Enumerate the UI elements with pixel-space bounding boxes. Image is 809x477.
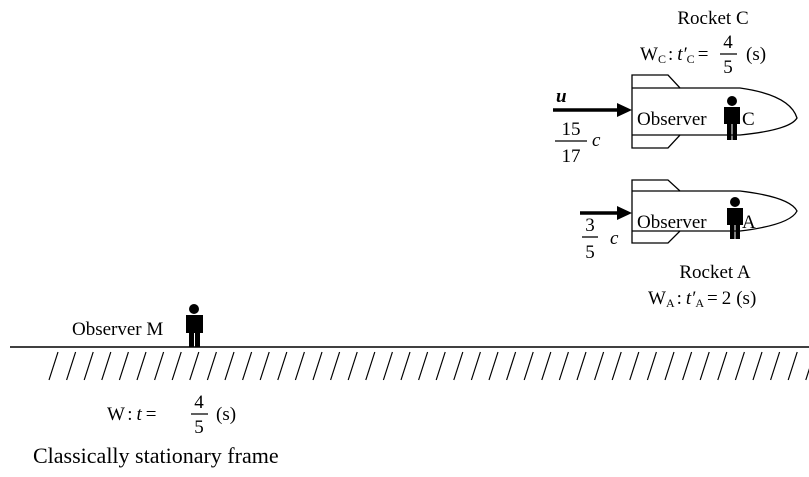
hatch-line — [682, 351, 693, 381]
hatch-line — [136, 351, 147, 381]
hatch-line — [734, 351, 745, 381]
caption: Classically stationary frame — [33, 443, 279, 468]
hatch-line — [629, 351, 640, 381]
hatch-line — [506, 351, 517, 381]
eq-part: W — [640, 44, 658, 65]
eq-part: W — [648, 288, 666, 309]
hatch-line — [418, 351, 429, 381]
fraction-den: 5 — [585, 242, 595, 263]
observer-label: Observer — [637, 109, 707, 130]
eq-part: t′ — [677, 44, 687, 65]
eq-part: = — [698, 44, 709, 65]
fraction-num: 15 — [562, 119, 581, 140]
frame-equation: WA: t′A = 2 (s) — [648, 288, 756, 310]
hatch-line — [206, 351, 217, 381]
fraction-num: 4 — [194, 392, 204, 413]
hatch-line — [118, 351, 129, 381]
arrow-head — [617, 206, 632, 220]
hatch-line — [154, 351, 165, 381]
eq-part: = — [146, 404, 157, 425]
hatch-line — [611, 351, 622, 381]
hatch-line — [83, 351, 94, 381]
eq-part: = — [707, 288, 718, 309]
hatch-line — [541, 351, 552, 381]
hatch-line — [189, 351, 200, 381]
observer-id: A — [742, 212, 756, 233]
hatch-line — [594, 351, 605, 381]
speed-c: c — [592, 130, 601, 151]
unit: (s) — [746, 44, 766, 65]
velocity-symbol: u — [556, 86, 567, 107]
hatch-line — [664, 351, 675, 381]
hatch-line — [294, 351, 305, 381]
ground-hatching — [48, 351, 809, 381]
unit: (s) — [216, 404, 236, 425]
person-icon — [727, 197, 743, 239]
rocket-body — [631, 74, 798, 149]
hatch-line — [805, 368, 809, 381]
eq-part: A — [695, 296, 704, 310]
hatch-line — [752, 351, 763, 381]
hatch-line — [787, 351, 798, 381]
fraction-num: 3 — [585, 215, 595, 236]
hatch-line — [330, 351, 341, 381]
hatch-line — [259, 351, 270, 381]
hatch-line — [400, 351, 411, 381]
person-icon — [724, 96, 740, 140]
hatch-line — [699, 351, 710, 381]
hatch-line — [576, 351, 587, 381]
eq-part: : — [668, 44, 673, 65]
eq-part: C — [658, 52, 666, 66]
hatch-line — [646, 351, 657, 381]
hatch-line — [770, 351, 781, 381]
hatch-line — [488, 351, 499, 381]
hatch-line — [347, 351, 358, 381]
eq-part: A — [666, 296, 675, 310]
hatch-line — [312, 351, 323, 381]
hatch-line — [242, 351, 253, 381]
person-icon — [186, 304, 203, 347]
hatch-line — [48, 351, 59, 381]
eq-part: : — [677, 288, 682, 309]
fraction-num: 4 — [723, 32, 733, 53]
rocket-body — [631, 179, 798, 244]
eq-part: t — [137, 404, 143, 425]
hatch-line — [453, 351, 464, 381]
observer-label: Observer — [637, 212, 707, 233]
hatch-line — [101, 351, 112, 381]
frame-equation: W: t = — [107, 404, 157, 425]
eq-part: (s) — [736, 288, 756, 309]
eq-part: : — [127, 404, 132, 425]
fraction-den: 5 — [723, 57, 733, 78]
hatch-line — [66, 351, 77, 381]
eq-part: C — [687, 52, 695, 66]
hatch-line — [523, 351, 534, 381]
hatch-line — [171, 351, 182, 381]
rocket-title: Rocket C — [677, 8, 748, 29]
hatch-line — [470, 351, 481, 381]
fraction-den: 17 — [562, 146, 581, 167]
frame-equation: WC: t′C = — [640, 44, 708, 66]
rocket-title: Rocket A — [679, 262, 751, 283]
hatch-line — [717, 351, 728, 381]
eq-part: t′ — [686, 288, 696, 309]
speed-c: c — [610, 228, 619, 249]
eq-part: 2 — [722, 288, 732, 309]
hatch-line — [435, 351, 446, 381]
arrow-head — [617, 103, 632, 117]
hatch-line — [558, 351, 569, 381]
observer-id: C — [742, 109, 755, 130]
hatch-line — [382, 351, 393, 381]
hatch-line — [365, 351, 376, 381]
hatch-line — [224, 351, 235, 381]
eq-part: W — [107, 404, 125, 425]
fraction-den: 5 — [194, 417, 204, 438]
hatch-line — [277, 351, 288, 381]
observer-label: Observer M — [72, 319, 163, 340]
